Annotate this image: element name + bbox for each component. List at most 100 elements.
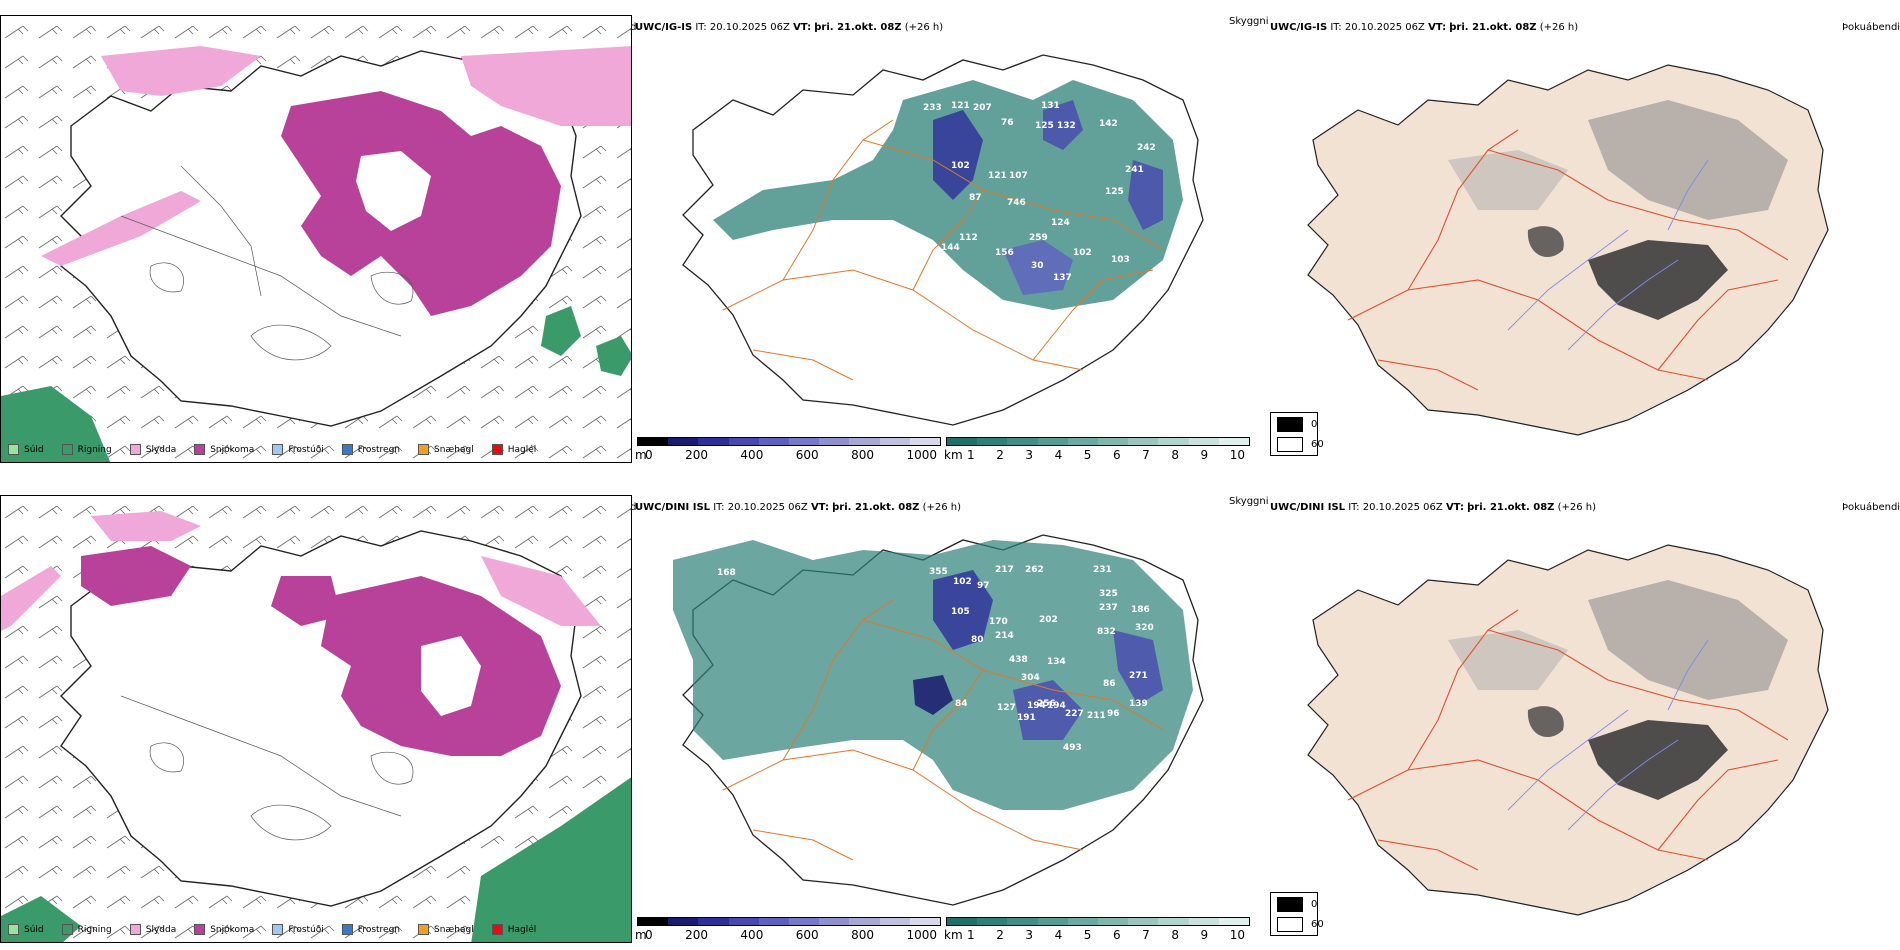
height-color-7 — [849, 438, 880, 445]
legend-swatch — [491, 924, 503, 935]
clear-area — [421, 636, 481, 716]
vis-color-4 — [1067, 438, 1099, 445]
road-network — [1347, 609, 1789, 871]
fog-area — [1588, 580, 1788, 700]
low-visibility-area — [673, 540, 1193, 810]
vis-label: 86 — [1103, 679, 1116, 689]
panel-header: UWC/IG-IS IT: 20.10.2025 06Z VT: þri. 21… — [1270, 22, 1579, 33]
vis-label: 217 — [995, 565, 1014, 575]
vis-label: 127 — [997, 703, 1016, 713]
panel-header: UWC/DINI ISL IT: 20.10.2025 06Z VT: þri.… — [635, 502, 962, 513]
snowfall-area-n — [271, 576, 341, 626]
vis-label: 211 — [1087, 711, 1106, 721]
vis-color-4 — [1067, 918, 1099, 925]
panel-title: Þokuábendi — [1842, 22, 1900, 33]
panel-title: Þokuábendi — [1842, 502, 1900, 513]
low-cloud-area — [933, 110, 983, 200]
vis-label: 186 — [1131, 605, 1150, 615]
vis-label: 214 — [995, 631, 1014, 641]
vis-label: 231 — [1093, 565, 1112, 575]
legend-item-rain: Rigning — [61, 924, 112, 935]
vis-label: 134 — [1047, 657, 1066, 667]
vis-color-9 — [1218, 918, 1250, 925]
vis-label: 144 — [941, 243, 960, 253]
vis-color-5 — [1098, 918, 1129, 925]
vis-label: 355 — [929, 567, 948, 577]
vis-label: 194 — [1027, 701, 1046, 711]
vis-label: 105 — [951, 607, 970, 617]
vis-label: 325 — [1099, 589, 1118, 599]
vis-label: 207 — [973, 103, 992, 113]
fog-area — [1588, 100, 1788, 220]
fog-legend-swatch-60 — [1277, 437, 1303, 452]
rain-area-sw — [1, 896, 81, 942]
fog-area — [1448, 150, 1568, 210]
fog-area — [1588, 720, 1728, 800]
legend-swatch — [341, 924, 353, 935]
glacier-outlines — [120, 165, 414, 361]
vis-label: 227 — [1065, 709, 1084, 719]
height-colorbar — [637, 437, 941, 446]
vis-color-9 — [1218, 438, 1250, 445]
vis-color-1 — [977, 918, 1008, 925]
visibility-unit: km — [944, 928, 963, 942]
height-color-1 — [668, 918, 699, 925]
height-color-6 — [819, 918, 850, 925]
legend-swatch — [8, 444, 19, 455]
vis-label: 233 — [923, 103, 942, 113]
visibility-map: 168 355 102 97 217 262 231 325 237 186 1… — [673, 534, 1204, 906]
vis-color-0 — [947, 438, 978, 445]
legend-swatch — [272, 444, 284, 455]
map-frame — [0, 15, 632, 463]
rivers — [1507, 639, 1709, 831]
vis-label: 132 — [1057, 121, 1076, 131]
fog-area — [1448, 630, 1568, 690]
visibility-panel-top: UWC/IG-IS IT: 20.10.2025 06Z VT: þri. 21… — [633, 0, 1273, 470]
visibility-ticks: 1 2 3 4 5 6 7 8 9 10 — [967, 448, 1245, 462]
vis-color-7 — [1158, 918, 1189, 925]
panel-header: UWC/DINI ISL IT: 20.10.2025 06Z VT: þri.… — [1270, 502, 1597, 513]
sleet-area — [101, 46, 261, 96]
height-color-0 — [638, 438, 669, 445]
vis-label: 304 — [1021, 673, 1040, 683]
vis-label: 237 — [1099, 603, 1118, 613]
vis-labels: 168 355 102 97 217 262 231 325 237 186 1… — [717, 565, 1154, 753]
vis-label: 202 — [1039, 615, 1058, 625]
road-network — [1347, 129, 1789, 391]
fog-panel-top: UWC/IG-IS IT: 20.10.2025 06Z VT: þri. 21… — [1268, 0, 1900, 470]
legend-item-snow: Snjókoma — [194, 924, 254, 935]
height-color-4 — [758, 918, 790, 925]
fog-area — [1527, 226, 1564, 258]
legend-swatch — [418, 924, 430, 935]
height-unit: m — [635, 928, 647, 942]
height-color-1 — [668, 438, 699, 445]
vis-label: 256 — [1037, 699, 1056, 709]
vis-label: 131 — [1041, 101, 1060, 111]
vis-color-1 — [977, 438, 1008, 445]
rain-area-se — [541, 306, 581, 356]
fog-legend-swatch-0 — [1277, 417, 1303, 432]
fog-map — [1307, 544, 1829, 916]
vis-color-2 — [1007, 438, 1038, 445]
height-color-5 — [789, 918, 820, 925]
height-color-3 — [728, 918, 759, 925]
rivers — [1507, 159, 1709, 351]
legend-swatch — [61, 924, 73, 935]
legend-item-sleet: Slydda — [129, 444, 176, 455]
low-cloud-area — [1128, 160, 1163, 230]
vis-label: 320 — [1135, 623, 1154, 633]
rain-area-se — [471, 777, 631, 942]
fog-map — [1307, 64, 1829, 436]
low-cloud-area — [1113, 630, 1163, 705]
vis-label: 170 — [989, 617, 1008, 627]
vis-label: 438 — [1009, 655, 1028, 665]
vis-color-6 — [1128, 438, 1159, 445]
vis-label: 30 — [1031, 261, 1044, 271]
fog-panel-bottom: UWC/DINI ISL IT: 20.10.2025 06Z VT: þri.… — [1268, 480, 1900, 950]
visibility-map: 200 233 121 207 131 76 125 132 142 102 1… — [669, 51, 1204, 426]
legend-item-rain: Rigning — [61, 444, 112, 455]
sleet-area — [91, 511, 201, 541]
vis-label: 746 — [1007, 198, 1026, 208]
low-cloud-area — [1043, 100, 1083, 150]
legend-item-snow-pellets: Snæhagl — [418, 444, 474, 455]
